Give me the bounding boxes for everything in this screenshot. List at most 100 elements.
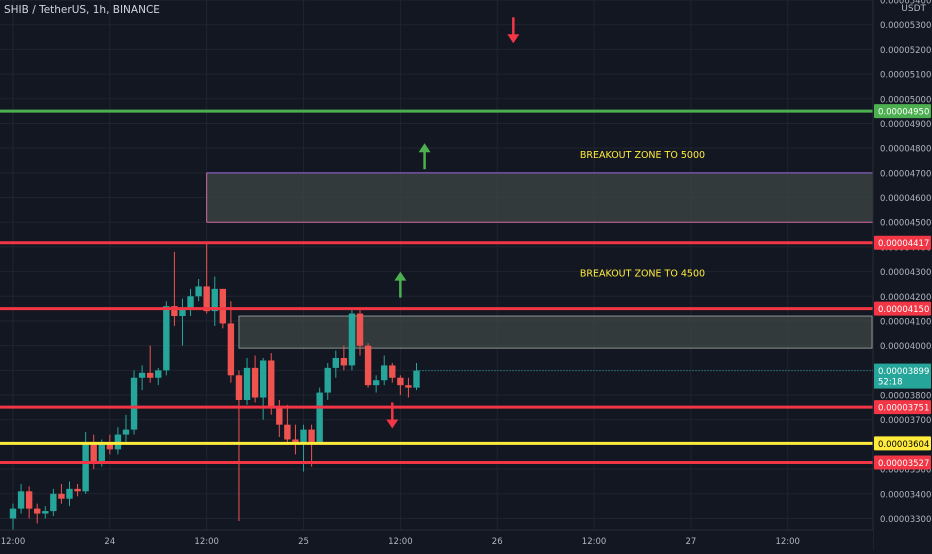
candle-body-bull — [50, 493, 57, 512]
symbol-title: SHIB / TetherUS, 1h, BINANCE — [4, 4, 160, 16]
candle-body-bear — [276, 407, 283, 425]
arrow-down-icon — [386, 402, 399, 429]
candle-body-bear — [171, 306, 178, 317]
candle-body-bull — [372, 380, 380, 386]
candle-body-bear — [340, 358, 348, 366]
candle-body-bull — [243, 367, 251, 400]
price-tag — [874, 235, 931, 250]
price-tag — [874, 455, 931, 470]
price-tag — [874, 400, 931, 415]
candle-body-bull — [17, 491, 25, 509]
candle-body-bear — [34, 508, 41, 514]
price-tag — [874, 436, 931, 451]
zone-annotation-label: BREAKOUT ZONE TO 4500 — [580, 269, 705, 280]
candle-body-bull — [82, 441, 89, 492]
candle-body-bull — [130, 377, 138, 430]
time-tick-label: 24 — [104, 537, 115, 547]
price-tag-label: 0.00004417 — [878, 239, 929, 249]
price-tick-label: 0.00004100 — [880, 317, 931, 327]
time-tick-label: 12:00 — [194, 537, 219, 547]
price-tick-label: 0.00004800 — [880, 145, 931, 155]
price-tick-label: 0.00003500 — [880, 466, 931, 476]
candle-body-bear — [106, 444, 114, 450]
candle-body-bear — [219, 288, 227, 324]
candle-body-bull — [259, 360, 267, 398]
price-tag-label: 0.00003604 — [878, 440, 929, 450]
last-price-tag — [874, 363, 931, 389]
candle-body-bull — [381, 365, 388, 381]
candle-body-bull — [138, 372, 146, 378]
candle-body-bull — [179, 308, 186, 317]
candle-body-bull — [98, 444, 105, 462]
candle-body-bull — [66, 488, 73, 499]
candle-body-bear — [308, 429, 315, 442]
price-tick-label: 0.00004200 — [880, 293, 931, 303]
candle-body-bear — [251, 367, 259, 398]
price-tag-label: 0.00004950 — [878, 108, 929, 118]
time-tick-label: 12:00 — [1, 537, 26, 547]
candle-body-bear — [356, 313, 364, 346]
currency-label: USDT — [901, 4, 926, 14]
zone-box — [206, 172, 873, 223]
price-tick-label: 0.00004900 — [880, 120, 931, 130]
candle-body-bull — [155, 370, 162, 378]
candle-body-bear — [235, 375, 243, 400]
time-tick-label: 12:00 — [582, 537, 607, 547]
countdown-label: 52:18 — [878, 378, 903, 388]
time-tick-label: 26 — [492, 537, 503, 547]
price-tick-label: 0.00003400 — [880, 490, 931, 500]
arrow-up-icon — [394, 271, 407, 298]
candle-body-bull — [187, 296, 194, 309]
time-tick-label: 12:00 — [775, 537, 800, 547]
time-tick-label: 12:00 — [388, 537, 413, 547]
price-tag-label: 0.00003527 — [878, 459, 929, 469]
candle-body-bear — [25, 491, 33, 509]
candle-body-bear — [146, 372, 154, 378]
candle-body-bear — [203, 286, 210, 312]
price-tick-label: 0.00003800 — [880, 392, 931, 402]
candle-body-bull — [300, 429, 307, 442]
candle-body-bear — [58, 493, 65, 499]
candle-body-bull — [324, 367, 331, 393]
candle-body-bull — [413, 370, 420, 388]
price-tag — [874, 104, 931, 119]
price-tick-label: 0.00005400 — [880, 0, 931, 7]
candle-body-bull — [316, 392, 323, 442]
arrow-up-icon — [418, 143, 431, 170]
price-tick-label: 0.00004300 — [880, 268, 931, 278]
arrow-head — [386, 419, 399, 429]
candle-body-bear — [389, 365, 396, 378]
price-tick-label: 0.00005000 — [880, 95, 931, 105]
candle-body-bear — [364, 345, 372, 386]
price-tag-label: 0.00003751 — [878, 404, 929, 414]
price-tick-label: 0.00004000 — [880, 342, 931, 352]
candle-body-bull — [195, 286, 202, 297]
candle-body-bear — [405, 385, 412, 388]
arrow-head — [394, 271, 407, 281]
candle-body-bull — [42, 511, 49, 514]
candle-body-bull — [348, 313, 356, 366]
zone-border — [238, 315, 873, 349]
candle-body-bull — [163, 306, 170, 371]
zone-box — [238, 316, 873, 349]
candle-body-bear — [284, 424, 291, 440]
price-tick-label: 0.00004700 — [880, 169, 931, 179]
candle-body-bear — [227, 323, 235, 376]
price-tick-label: 0.00004500 — [880, 219, 931, 229]
candle-body-bull — [332, 358, 339, 368]
time-axis-panel — [0, 530, 873, 550]
candle-body-bull — [122, 429, 130, 435]
arrow-head — [507, 34, 520, 44]
price-tick-label: 0.00005300 — [880, 21, 931, 31]
price-tick-label: 0.00005100 — [880, 71, 931, 81]
time-tick-label: 25 — [298, 537, 309, 547]
price-tick-label: 0.00003700 — [880, 416, 931, 426]
time-tick-label: 27 — [685, 537, 696, 547]
candle-body-bear — [268, 360, 275, 408]
price-tag-label: 0.00004150 — [878, 305, 929, 315]
arrow-down-icon — [507, 17, 520, 44]
candle-body-bull — [211, 288, 218, 312]
